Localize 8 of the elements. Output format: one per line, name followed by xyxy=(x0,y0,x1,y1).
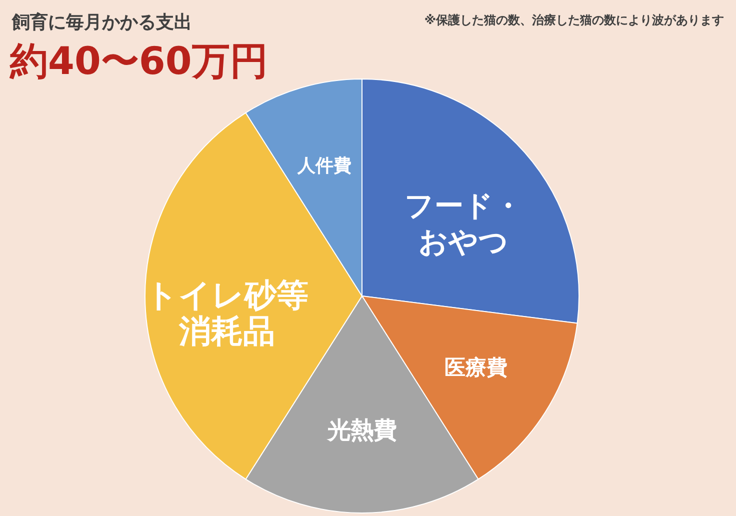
slice-label: フード・おやつ xyxy=(404,188,522,259)
slice-label: トイレ砂等消耗品 xyxy=(146,276,308,350)
chart-subtitle: 約40〜60万円 xyxy=(10,38,268,85)
slice-label: 光熱費 xyxy=(326,416,396,444)
slice-label: 医療費 xyxy=(444,354,508,380)
text: ※保護した猫の数、治療した猫の数により波があります xyxy=(424,12,724,29)
chart-title: 飼育に毎月かかる支出 xyxy=(12,11,192,34)
slice-label: 人件費 xyxy=(296,155,352,176)
